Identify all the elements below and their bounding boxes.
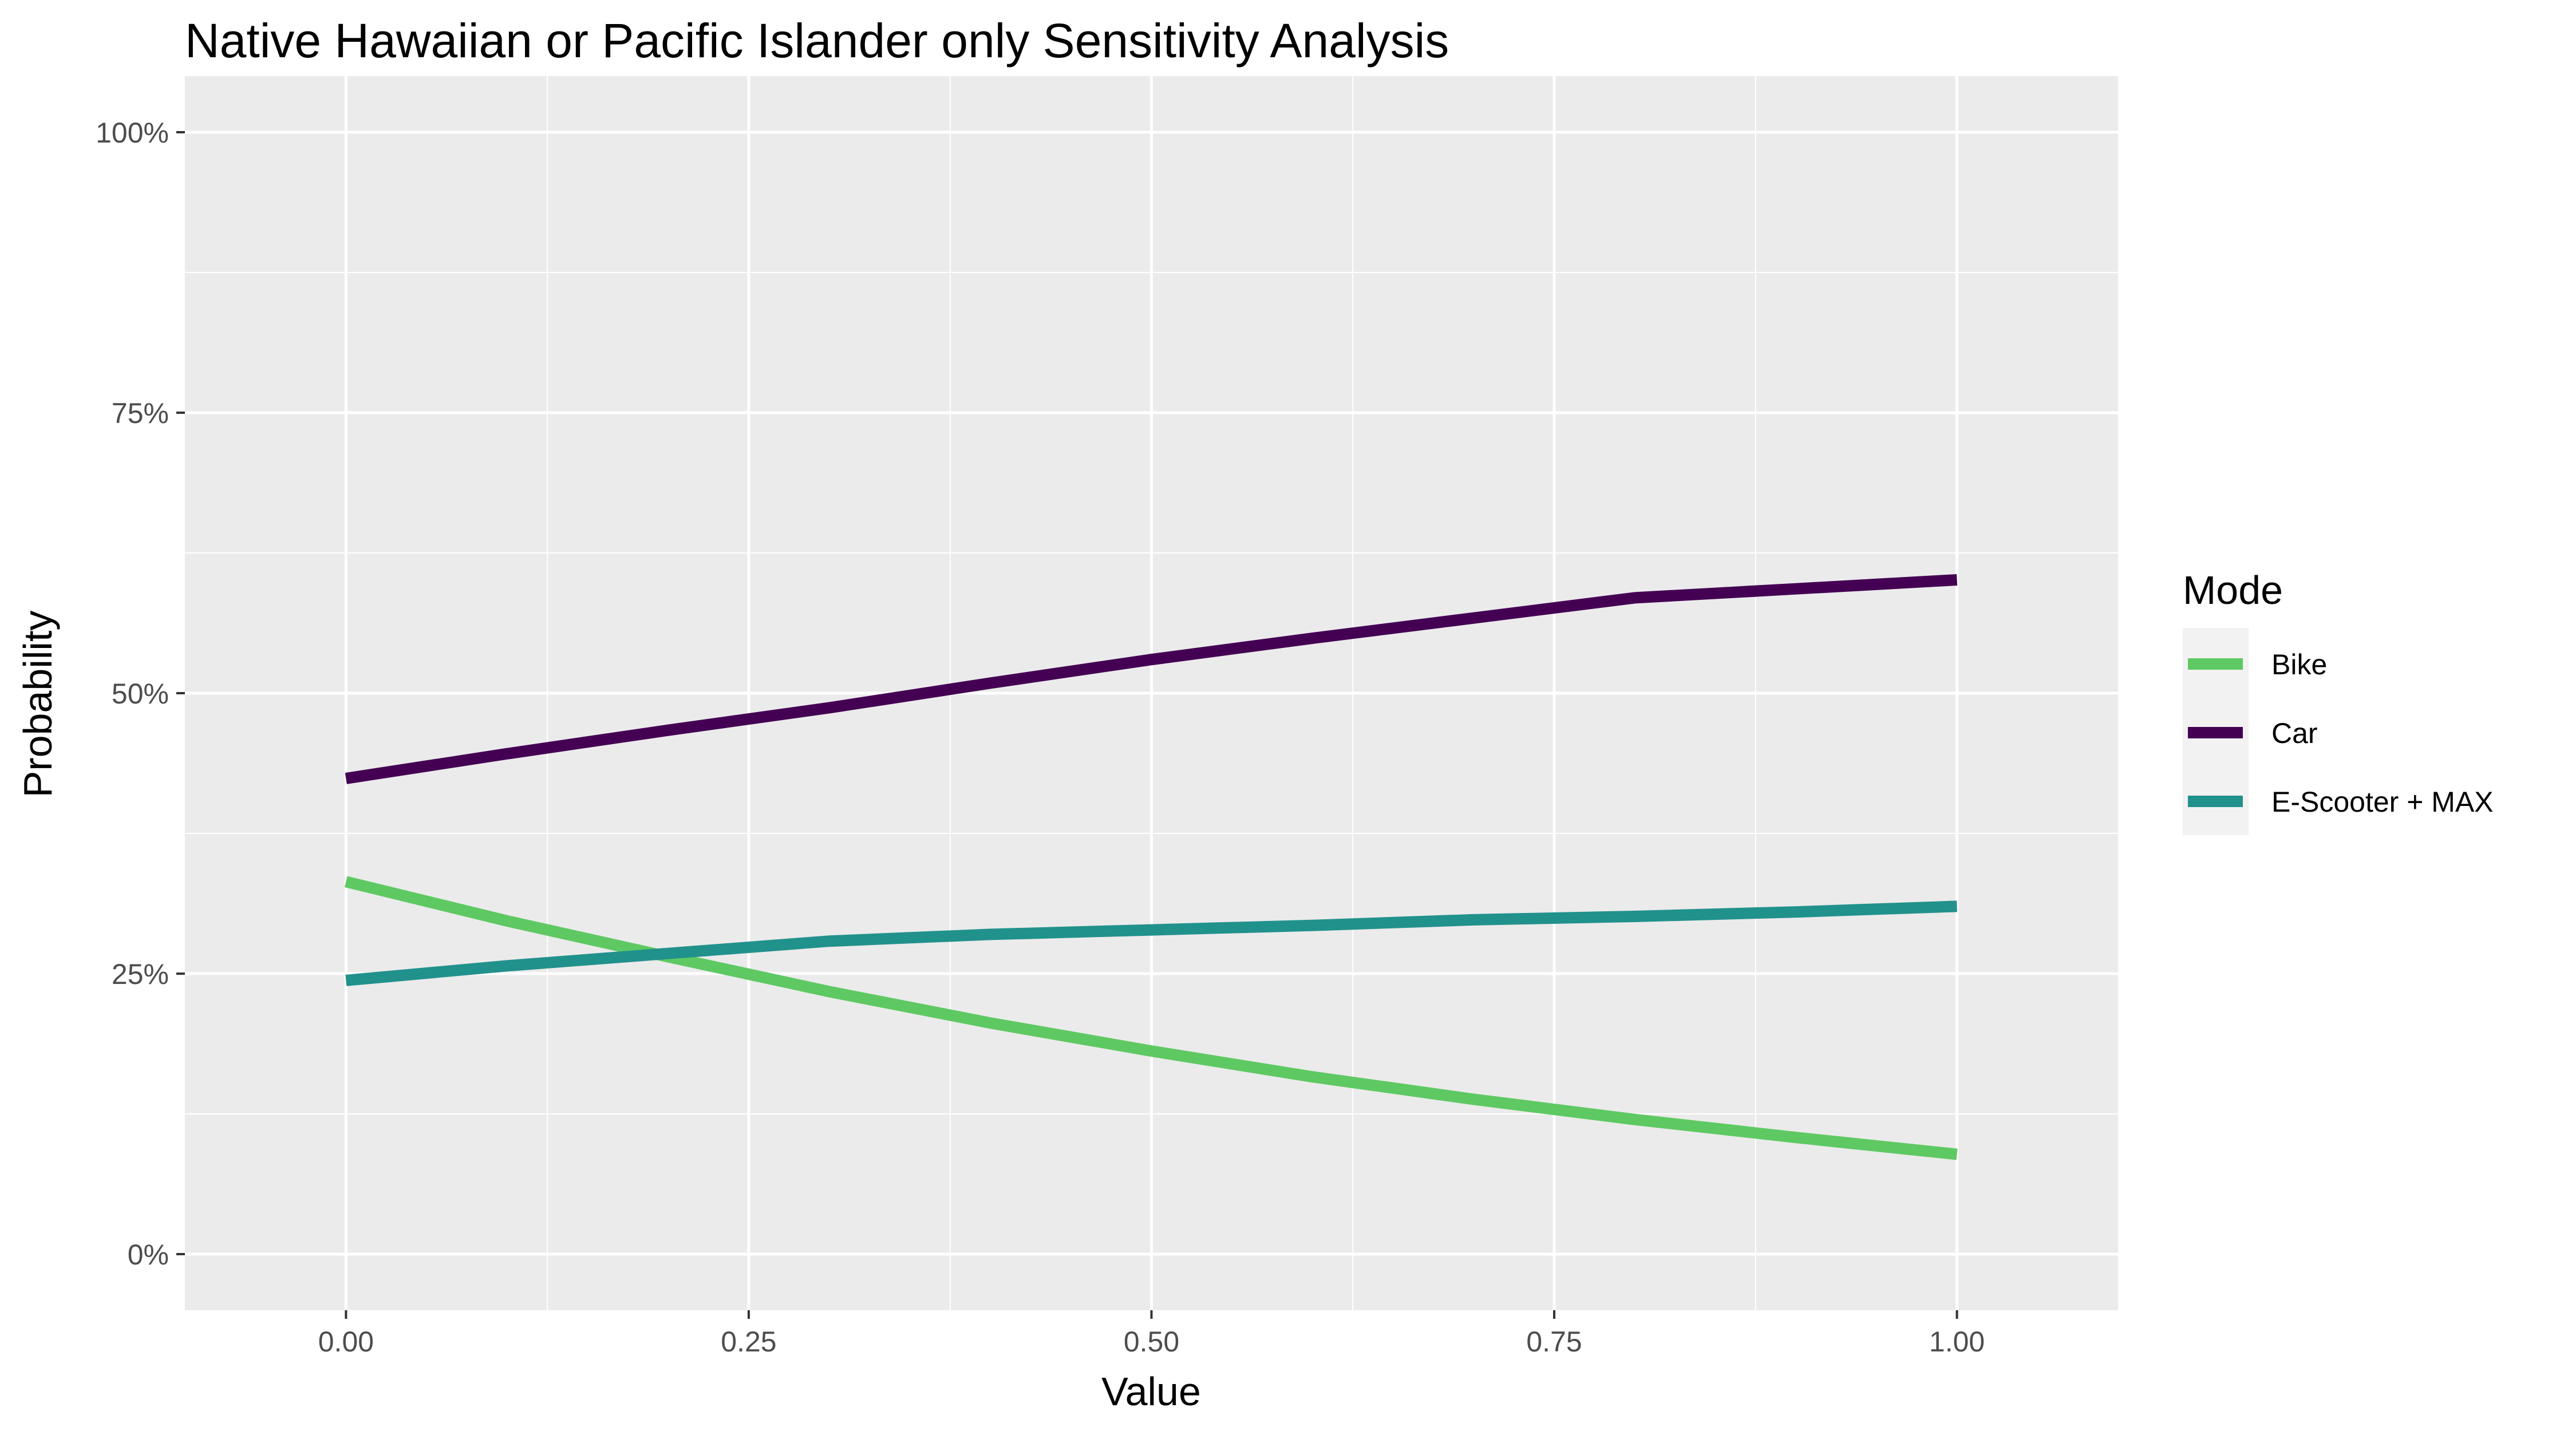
legend-items: Bike Car E-Scooter + MAX: [2183, 628, 2494, 835]
y-tick-label: 0%: [128, 1239, 169, 1271]
x-tick-label: 0.75: [1526, 1326, 1582, 1358]
y-tick-label: 75%: [112, 397, 169, 429]
legend: Mode Bike Car E-Scooter + MAX: [2183, 568, 2494, 835]
y-tick-label: 50%: [112, 678, 169, 710]
legend-label-bike: Bike: [2271, 649, 2327, 681]
x-tick-label: 0.50: [1124, 1326, 1179, 1358]
chart-title: Native Hawaiian or Pacific Islander only…: [185, 14, 1449, 68]
y-tick-label: 25%: [112, 958, 169, 990]
grid-lines: [185, 76, 2118, 1310]
y-tick-label: 100%: [96, 117, 169, 149]
series-line-e-scooter-max: [345, 900, 1957, 986]
x-tick-label: 0.25: [721, 1326, 776, 1358]
x-tick-label: 1.00: [1929, 1326, 1985, 1358]
x-axis-title: Value: [1101, 1369, 1201, 1414]
x-tick-label: 0.00: [318, 1326, 374, 1358]
series-lines: [345, 574, 1958, 1160]
series-line-bike: [345, 876, 1958, 1160]
y-axis-title: Probability: [15, 611, 60, 798]
legend-label-e-scooter-max: E-Scooter + MAX: [2271, 786, 2494, 818]
axes: 0.00 0.25 0.50 0.75 1.00 0% 25% 50% 75% 100%: [96, 117, 1985, 1358]
series-line-car: [345, 574, 1958, 784]
legend-title: Mode: [2183, 568, 2283, 612]
legend-label-car: Car: [2271, 717, 2318, 749]
